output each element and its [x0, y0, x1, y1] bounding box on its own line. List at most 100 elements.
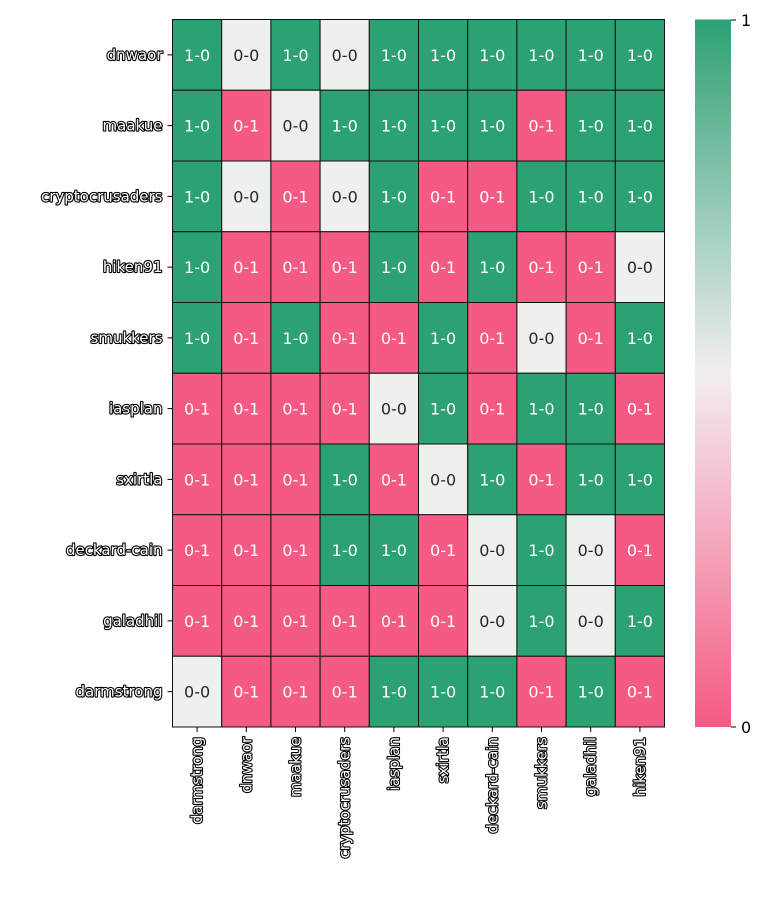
x-tick-label: galadhil: [582, 737, 600, 796]
y-tick-label: dnwaor: [107, 46, 164, 64]
cell-label: 0-0: [233, 46, 259, 65]
heatmap-cell: [172, 160, 223, 233]
heatmap-cell: [418, 19, 469, 91]
cell-label: 1-0: [627, 187, 653, 206]
cell-label: 0-1: [528, 683, 554, 702]
heatmap-cell: [516, 585, 567, 657]
cell-label: 0-1: [332, 612, 358, 631]
x-tick-label: sxirtla: [434, 737, 452, 783]
colorbar-label-min: 0: [741, 718, 751, 737]
cell-label: 0-1: [578, 258, 604, 277]
y-tick-label: deckard-cain: [66, 541, 163, 559]
cell-label: 1-0: [479, 470, 505, 489]
cell-label: 0-1: [233, 612, 259, 631]
cell-label: 1-0: [578, 187, 604, 206]
x-tick-label: darmstrong: [188, 737, 206, 824]
x-tick-label: hiken91: [631, 737, 649, 797]
cell-label: 0-1: [430, 541, 456, 560]
cell-label: 1-0: [282, 329, 308, 348]
heatmap-cell: [270, 372, 321, 445]
cell-label: 0-1: [528, 470, 554, 489]
heatmap-cell: [565, 655, 616, 728]
y-tick-label: smukkers: [91, 329, 163, 347]
heatmap-cell: [516, 302, 567, 374]
cell-label: 1-0: [578, 400, 604, 419]
heatmap-cell: [467, 514, 518, 586]
x-tick-label: iasplan: [385, 737, 403, 791]
cell-label: 0-0: [233, 187, 259, 206]
cell-label: 1-0: [578, 117, 604, 136]
heatmap-cell: [172, 443, 223, 516]
heatmap-cell: [319, 514, 370, 586]
heatmap-cell: [516, 19, 567, 91]
cell-label: 0-0: [578, 612, 604, 631]
heatmap-cell: [516, 514, 567, 586]
heatmap-cell: [221, 514, 272, 586]
cell-label: 0-1: [479, 187, 505, 206]
heatmap-cell: [368, 302, 419, 374]
cell-label: 0-1: [282, 187, 308, 206]
cell-label: 0-1: [430, 187, 456, 206]
cell-label: 0-0: [184, 683, 210, 702]
heatmap-cell: [368, 655, 419, 728]
heatmap-cell: [467, 443, 518, 516]
heatmap-cell: [614, 514, 665, 586]
cell-label: 1-0: [627, 329, 653, 348]
heatmap-cell: [221, 19, 272, 91]
cell-label: 0-1: [627, 400, 653, 419]
y-tick-label: maakue: [103, 117, 163, 135]
colorbar: [695, 19, 731, 727]
heatmap-cell: [614, 19, 665, 91]
cell-label: 1-0: [430, 46, 456, 65]
cell-label: 0-0: [578, 541, 604, 560]
heatmap-cell: [614, 302, 665, 374]
cell-label: 0-0: [332, 187, 358, 206]
heatmap-cell: [221, 160, 272, 233]
cell-label: 0-1: [332, 683, 358, 702]
heatmap-cell: [565, 585, 616, 657]
cell-label: 1-0: [430, 329, 456, 348]
y-tick-label: iasplan: [109, 400, 163, 418]
cell-label: 1-0: [184, 258, 210, 277]
cell-label: 0-1: [332, 258, 358, 277]
heatmap-cell: [565, 302, 616, 374]
heatmap-cell: [467, 302, 518, 374]
cell-label: 1-0: [430, 683, 456, 702]
heatmap-cell: [565, 514, 616, 586]
heatmap-cell: [172, 655, 223, 728]
cell-label: 0-1: [282, 683, 308, 702]
y-tick-label: galadhil: [103, 612, 162, 630]
cell-label: 1-0: [528, 541, 554, 560]
cell-label: 1-0: [381, 683, 407, 702]
cell-label: 0-0: [332, 46, 358, 65]
heatmap-cell: [614, 585, 665, 657]
x-tick-label: maakue: [287, 737, 305, 797]
heatmap-cell: [565, 231, 616, 303]
cell-label: 1-0: [381, 46, 407, 65]
cell-label: 1-0: [332, 117, 358, 136]
cell-label: 1-0: [430, 400, 456, 419]
colorbar-label-max: 1: [741, 11, 751, 30]
heatmap-cell: [418, 443, 469, 516]
cell-label: 1-0: [479, 46, 505, 65]
heatmap-cell: [270, 514, 321, 586]
cell-label: 0-1: [282, 258, 308, 277]
cell-label: 0-1: [528, 258, 554, 277]
cell-label: 0-1: [233, 541, 259, 560]
cell-label: 0-1: [627, 541, 653, 560]
cell-label: 1-0: [528, 612, 554, 631]
cell-label: 1-0: [381, 258, 407, 277]
heatmap-cell: [270, 160, 321, 233]
cell-label: 1-0: [528, 400, 554, 419]
cell-label: 0-1: [430, 258, 456, 277]
x-tick-label: cryptocrusaders: [336, 737, 354, 859]
heatmap-cell: [368, 372, 419, 445]
heatmap-cell: [221, 302, 272, 374]
cell-label: 1-0: [479, 683, 505, 702]
cell-label: 0-1: [282, 470, 308, 489]
heatmap-cell: [614, 231, 665, 303]
cell-label: 1-0: [381, 541, 407, 560]
cell-label: 1-0: [479, 258, 505, 277]
x-tick-label: deckard-cain: [483, 737, 501, 834]
